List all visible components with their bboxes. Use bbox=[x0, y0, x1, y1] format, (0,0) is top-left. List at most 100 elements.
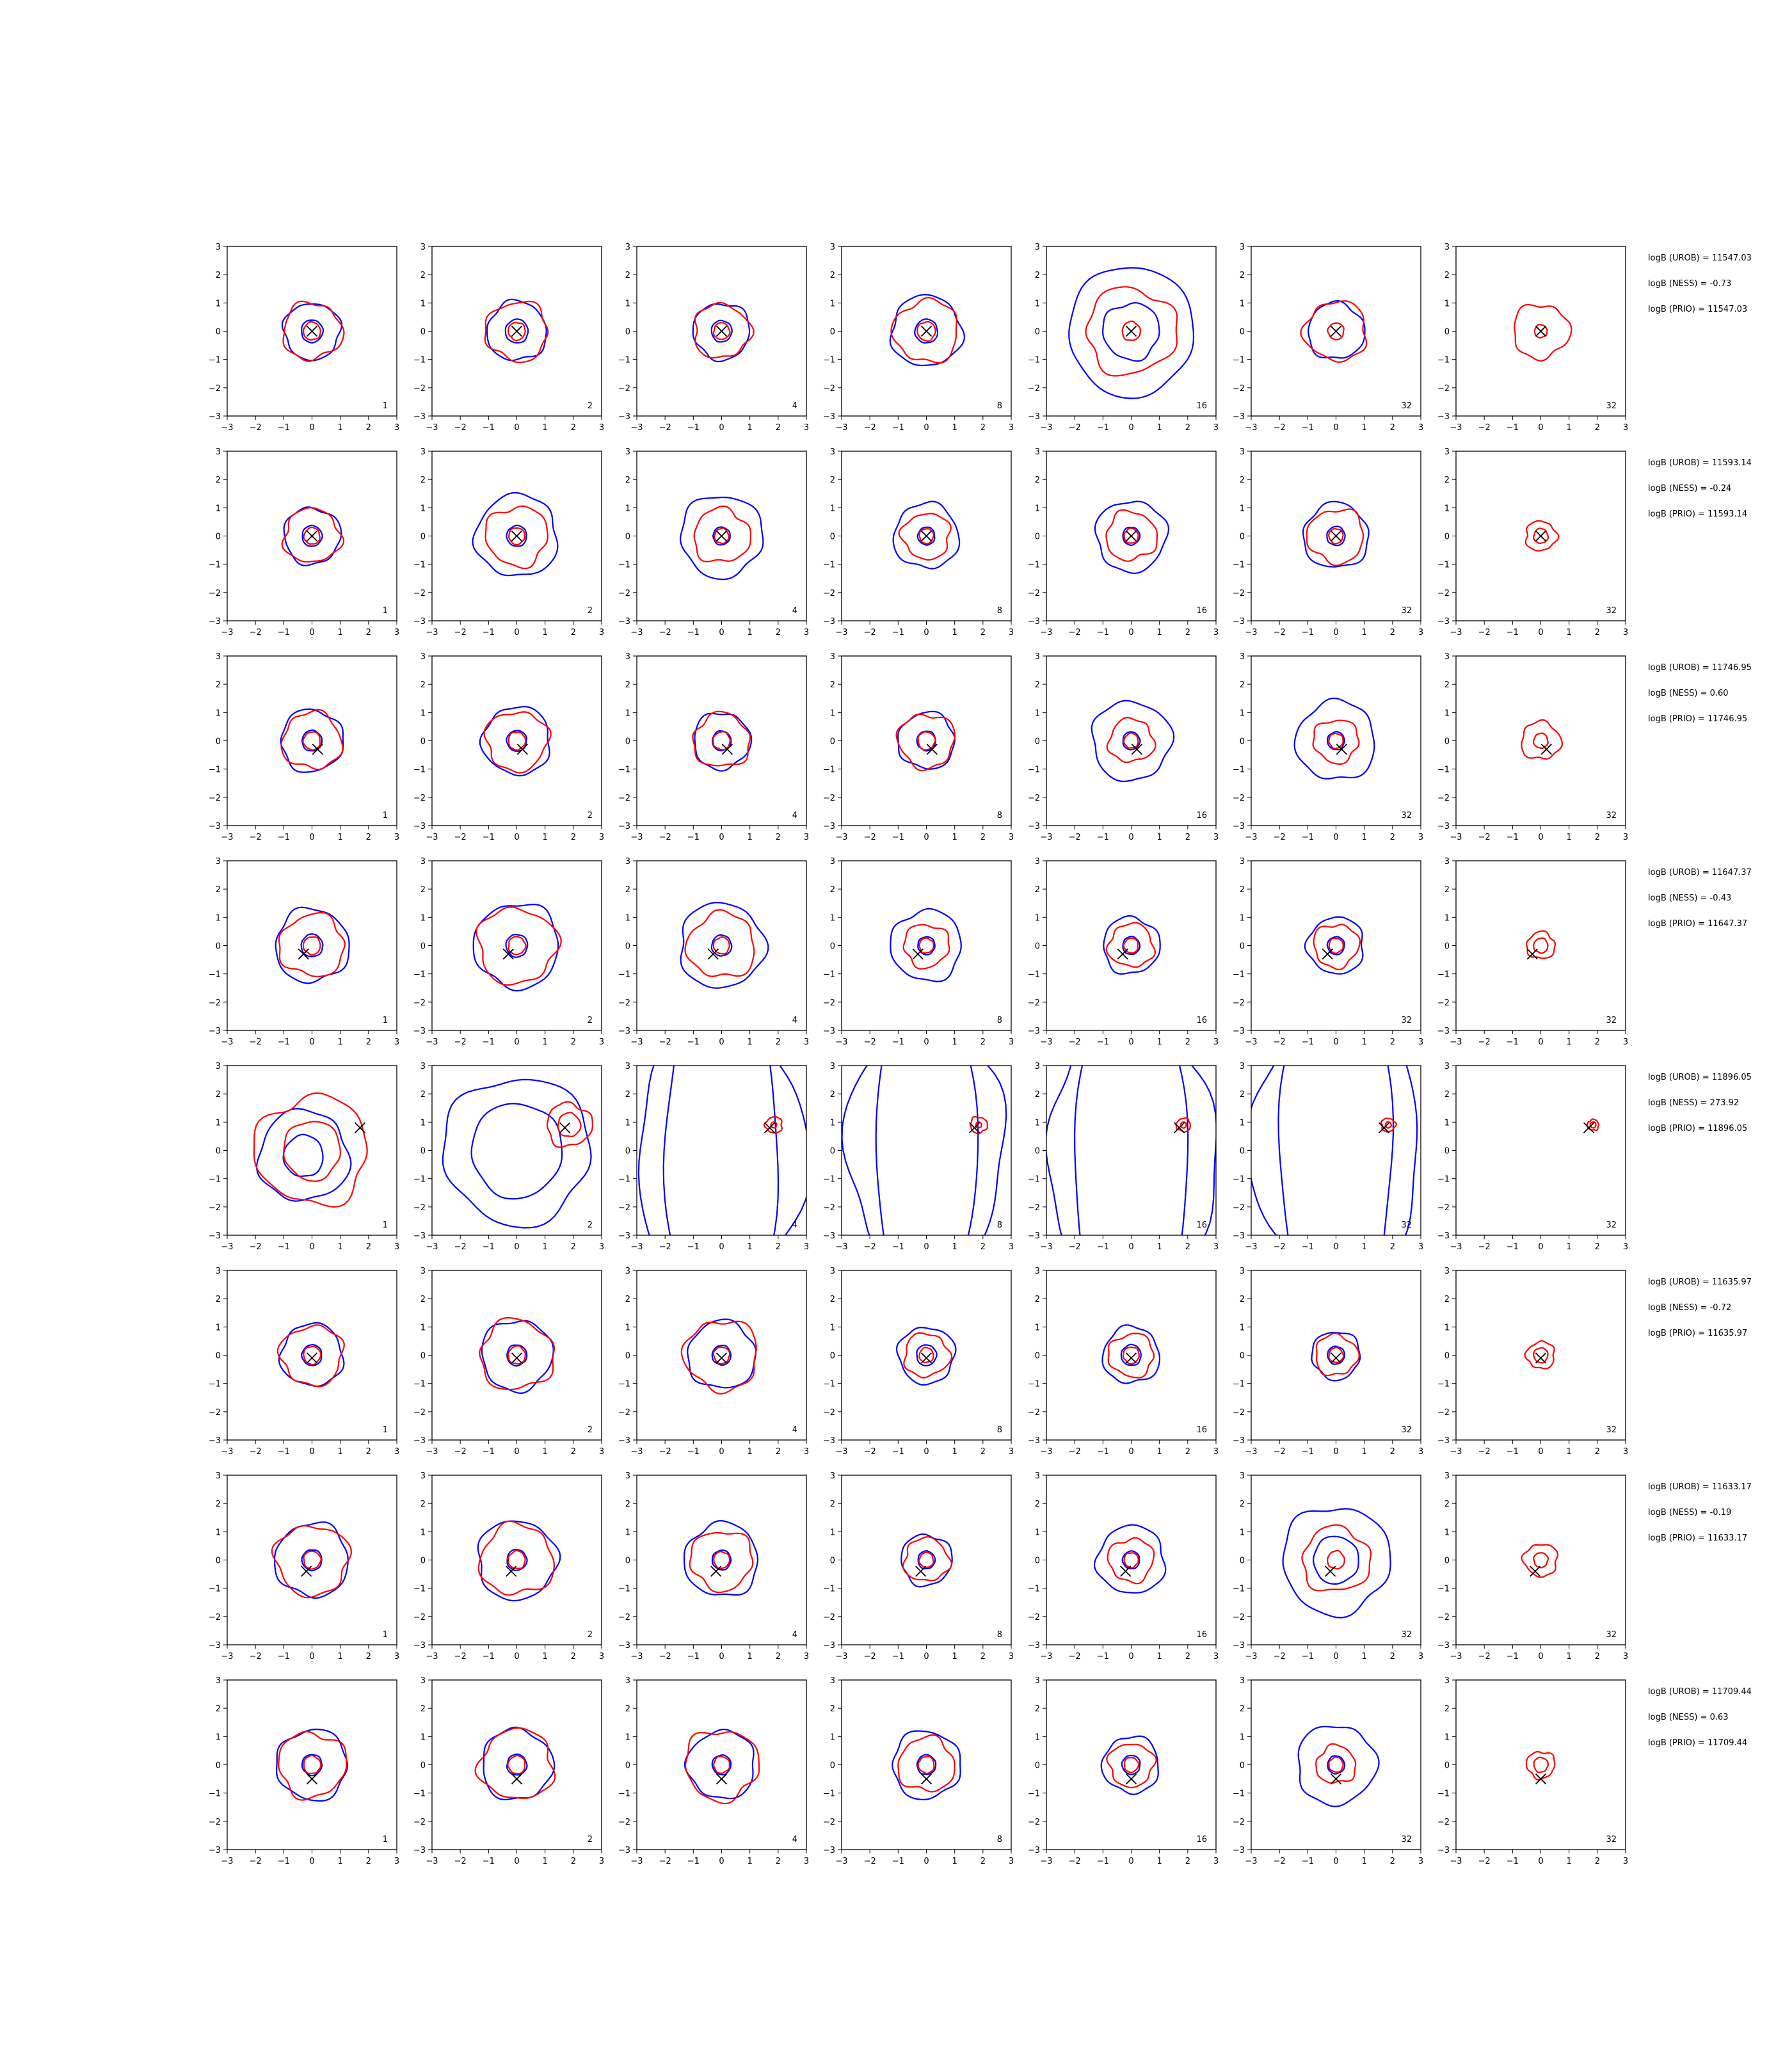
blue-contour-outer bbox=[278, 1322, 345, 1388]
y-tick-label: 3 bbox=[420, 1471, 426, 1481]
contour-group bbox=[1583, 1118, 1599, 1133]
x-tick-label: 0 bbox=[719, 1447, 724, 1457]
subplot-r5-c2: −3 −2 −1 0 1 2 3 −3 −2 −1 0 1 2 3 2 bbox=[413, 1062, 604, 1252]
y-tick-label: 0 bbox=[830, 532, 835, 542]
x-tick-label: 1 bbox=[1157, 1037, 1162, 1047]
x-tick-label: −2 bbox=[250, 423, 262, 433]
x-tick-label: 2 bbox=[1595, 1652, 1600, 1661]
panel-label: 8 bbox=[997, 811, 1002, 820]
y-tick-label: −2 bbox=[209, 998, 221, 1008]
red-contour-inner bbox=[714, 527, 730, 545]
y-tick-label: −1 bbox=[1233, 765, 1245, 775]
x-tick-label: 1 bbox=[748, 1857, 753, 1866]
x-tick-label: −1 bbox=[1302, 1242, 1314, 1252]
panel-label: 16 bbox=[1196, 1220, 1207, 1230]
contour-group bbox=[679, 496, 764, 580]
subplot-r3-c4: −3 −2 −1 0 1 2 3 −3 −2 −1 0 1 2 3 8 bbox=[823, 652, 1014, 842]
x-tick-label: 3 bbox=[599, 1242, 604, 1252]
y-tick-label: −3 bbox=[823, 1436, 835, 1446]
blue-contour-inner bbox=[1277, 1066, 1394, 1235]
x-tick-label: 2 bbox=[366, 628, 371, 637]
subplot-r7-c2: −3 −2 −1 0 1 2 3 −3 −2 −1 0 1 2 3 2 bbox=[413, 1471, 604, 1661]
y-tick-label: 1 bbox=[1240, 1528, 1245, 1537]
y-tick-label: −2 bbox=[413, 1818, 426, 1827]
true-value-marker bbox=[1330, 530, 1342, 542]
contour-group bbox=[1251, 1066, 1418, 1235]
y-tick-label: −3 bbox=[209, 617, 221, 627]
x-tick-label: 3 bbox=[1213, 628, 1219, 637]
true-value-marker bbox=[1530, 1565, 1541, 1577]
true-value-marker bbox=[1535, 1352, 1547, 1364]
y-tick-label: 0 bbox=[625, 737, 630, 747]
x-tick-label: 2 bbox=[776, 423, 781, 433]
blue-contour-inner bbox=[916, 526, 936, 546]
x-tick-label: 3 bbox=[804, 1447, 809, 1457]
blue-contour-inner bbox=[300, 933, 324, 957]
panel-label: 16 bbox=[1196, 1425, 1207, 1435]
log-evidence-text: logB (UROB) = 11896.05 bbox=[1648, 1073, 1752, 1082]
x-tick-label: −1 bbox=[892, 1857, 904, 1866]
y-tick-label: 1 bbox=[1035, 913, 1040, 923]
x-tick-label: 2 bbox=[980, 1857, 986, 1866]
x-tick-label: −3 bbox=[1040, 1242, 1052, 1252]
true-value-marker bbox=[511, 325, 523, 337]
contour-group bbox=[900, 1533, 953, 1588]
y-tick-label: −3 bbox=[1233, 1231, 1245, 1241]
subplot-r1-c7: −3 −2 −1 0 1 2 3 −3 −2 −1 0 1 2 3 32 bbox=[1437, 243, 1628, 433]
true-value-marker bbox=[926, 744, 938, 755]
y-tick-label: −3 bbox=[1028, 617, 1040, 627]
contour-group bbox=[1068, 267, 1195, 399]
red-contour-outer bbox=[1107, 1332, 1155, 1379]
red-contour-inner bbox=[918, 937, 934, 954]
x-tick-label: −2 bbox=[1274, 1447, 1286, 1457]
x-tick-label: 2 bbox=[1185, 1447, 1190, 1457]
y-tick-label: −1 bbox=[618, 1585, 630, 1594]
x-tick-label: 1 bbox=[748, 1037, 753, 1047]
x-tick-label: 2 bbox=[1185, 628, 1190, 637]
x-tick-label: −2 bbox=[250, 1242, 262, 1252]
y-tick-label: 2 bbox=[1444, 1295, 1450, 1304]
y-tick-label: 2 bbox=[830, 271, 835, 280]
panel-label: 2 bbox=[588, 1630, 593, 1640]
y-tick-label: −2 bbox=[413, 1613, 426, 1622]
y-tick-label: 3 bbox=[1240, 1471, 1245, 1481]
y-tick-label: 3 bbox=[1444, 1471, 1450, 1481]
blue-contour-inner bbox=[916, 1754, 937, 1775]
x-tick-label: 3 bbox=[1009, 1037, 1014, 1047]
axes-frame bbox=[1251, 655, 1421, 826]
x-tick-label: 2 bbox=[1185, 1242, 1190, 1252]
red-contour-outer bbox=[484, 300, 549, 364]
subplot-r7-c1: −3 −2 −1 0 1 2 3 −3 −2 −1 0 1 2 3 1 bbox=[209, 1471, 399, 1661]
x-tick-label: 2 bbox=[1390, 1652, 1395, 1661]
x-tick-label: −3 bbox=[630, 423, 643, 433]
x-tick-label: −3 bbox=[221, 1037, 233, 1047]
x-tick-label: −1 bbox=[1507, 1652, 1519, 1661]
x-tick-label: 2 bbox=[980, 1447, 986, 1457]
subplot-r3-c5: −3 −2 −1 0 1 2 3 −3 −2 −1 0 1 2 3 16 bbox=[1028, 652, 1219, 842]
x-tick-label: 2 bbox=[571, 1857, 576, 1866]
axes-frame bbox=[431, 655, 602, 826]
true-value-marker bbox=[1330, 325, 1342, 337]
red-contour-outer bbox=[1107, 1537, 1155, 1585]
x-tick-label: −1 bbox=[687, 1242, 700, 1252]
blue-contour-outer bbox=[477, 1520, 561, 1602]
y-tick-label: −2 bbox=[1437, 1613, 1450, 1622]
y-tick-label: 0 bbox=[420, 942, 426, 952]
y-tick-label: 0 bbox=[830, 1147, 835, 1156]
true-value-marker bbox=[1125, 1773, 1137, 1785]
x-tick-label: −3 bbox=[221, 833, 233, 842]
panel-label: 16 bbox=[1196, 606, 1207, 616]
y-tick-label: 2 bbox=[625, 1295, 630, 1304]
x-tick-label: −2 bbox=[1274, 1857, 1286, 1866]
x-tick-label: 2 bbox=[571, 833, 576, 842]
x-tick-label: −1 bbox=[1097, 1037, 1109, 1047]
y-tick-label: −2 bbox=[823, 998, 835, 1008]
red-contour-inner bbox=[303, 321, 321, 341]
x-tick-label: 3 bbox=[804, 833, 809, 842]
y-tick-label: 2 bbox=[1035, 680, 1040, 690]
red-contour-inner bbox=[508, 527, 526, 546]
x-tick-label: 3 bbox=[599, 1037, 604, 1047]
x-tick-label: 0 bbox=[1333, 1242, 1338, 1252]
x-tick-label: 3 bbox=[1418, 1447, 1423, 1457]
contour-group bbox=[1094, 1524, 1167, 1594]
